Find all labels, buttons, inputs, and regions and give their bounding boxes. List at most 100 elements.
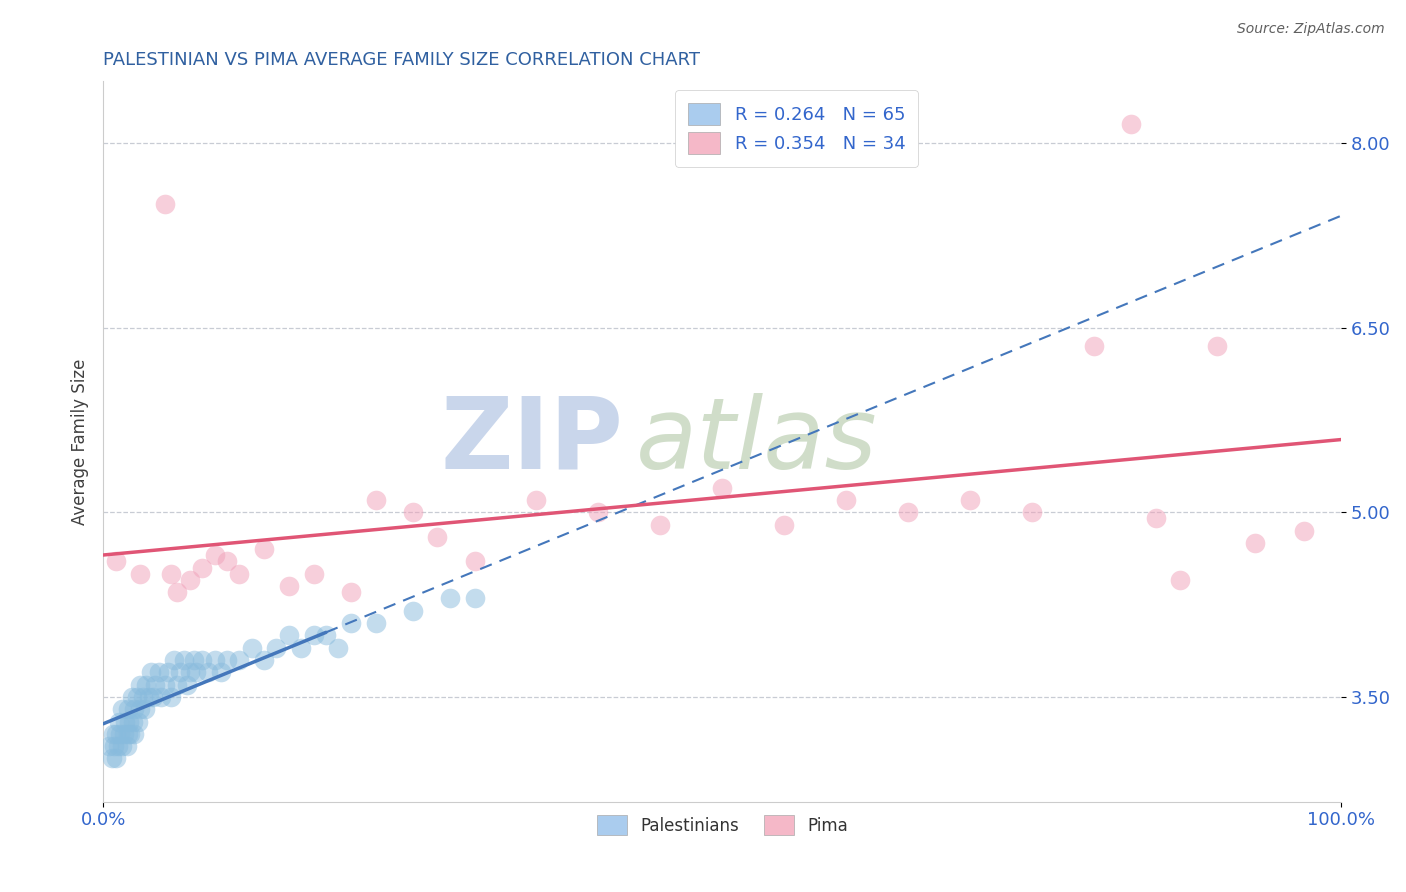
- Point: [163, 653, 186, 667]
- Point: [103, 739, 125, 754]
- Point: [153, 678, 176, 692]
- Point: [143, 678, 166, 692]
- Point: [650, 517, 672, 532]
- Point: [204, 549, 226, 563]
- Point: [156, 665, 179, 680]
- Point: [129, 566, 152, 581]
- Point: [179, 573, 201, 587]
- Point: [1119, 118, 1142, 132]
- Point: [1144, 511, 1167, 525]
- Point: [117, 727, 139, 741]
- Point: [1206, 339, 1229, 353]
- Point: [402, 505, 425, 519]
- Point: [253, 542, 276, 557]
- Point: [959, 492, 981, 507]
- Point: [114, 714, 136, 729]
- Point: [209, 665, 232, 680]
- Point: [141, 665, 163, 680]
- Point: [121, 690, 143, 704]
- Point: [464, 591, 486, 606]
- Point: [302, 566, 325, 581]
- Point: [111, 739, 134, 754]
- Y-axis label: Average Family Size: Average Family Size: [72, 359, 89, 524]
- Point: [176, 678, 198, 692]
- Point: [134, 702, 156, 716]
- Point: [166, 585, 188, 599]
- Point: [302, 628, 325, 642]
- Point: [191, 653, 214, 667]
- Point: [104, 727, 127, 741]
- Point: [101, 727, 124, 741]
- Point: [204, 653, 226, 667]
- Point: [240, 640, 263, 655]
- Point: [197, 665, 219, 680]
- Point: [129, 678, 152, 692]
- Point: [166, 678, 188, 692]
- Point: [402, 604, 425, 618]
- Text: ZIP: ZIP: [440, 393, 623, 490]
- Point: [148, 665, 170, 680]
- Point: [142, 690, 165, 704]
- Point: [150, 690, 173, 704]
- Point: [111, 702, 134, 716]
- Point: [110, 727, 132, 741]
- Point: [132, 690, 155, 704]
- Point: [773, 517, 796, 532]
- Point: [439, 591, 461, 606]
- Point: [160, 690, 183, 704]
- Point: [277, 628, 299, 642]
- Point: [183, 653, 205, 667]
- Point: [328, 640, 350, 655]
- Point: [277, 579, 299, 593]
- Point: [1168, 573, 1191, 587]
- Point: [711, 481, 734, 495]
- Text: PALESTINIAN VS PIMA AVERAGE FAMILY SIZE CORRELATION CHART: PALESTINIAN VS PIMA AVERAGE FAMILY SIZE …: [103, 51, 700, 69]
- Point: [117, 702, 139, 716]
- Point: [104, 751, 127, 765]
- Point: [339, 585, 361, 599]
- Point: [228, 653, 250, 667]
- Point: [118, 714, 141, 729]
- Legend: Palestinians, Pima: Palestinians, Pima: [588, 806, 856, 844]
- Point: [121, 714, 143, 729]
- Point: [184, 665, 207, 680]
- Point: [228, 566, 250, 581]
- Point: [125, 690, 148, 704]
- Point: [1021, 505, 1043, 519]
- Point: [253, 653, 276, 667]
- Point: [588, 505, 610, 519]
- Point: [426, 530, 449, 544]
- Point: [153, 197, 176, 211]
- Point: [104, 554, 127, 568]
- Point: [122, 702, 145, 716]
- Point: [1243, 536, 1265, 550]
- Point: [215, 653, 238, 667]
- Text: atlas: atlas: [636, 393, 877, 490]
- Point: [108, 714, 131, 729]
- Point: [98, 739, 121, 754]
- Point: [173, 653, 195, 667]
- Point: [266, 640, 288, 655]
- Point: [364, 615, 387, 630]
- Point: [120, 727, 142, 741]
- Point: [215, 554, 238, 568]
- Point: [169, 665, 191, 680]
- Point: [191, 560, 214, 574]
- Point: [364, 492, 387, 507]
- Point: [101, 751, 124, 765]
- Point: [122, 727, 145, 741]
- Point: [290, 640, 312, 655]
- Point: [897, 505, 920, 519]
- Point: [179, 665, 201, 680]
- Point: [315, 628, 337, 642]
- Point: [160, 566, 183, 581]
- Point: [127, 714, 149, 729]
- Point: [464, 554, 486, 568]
- Point: [526, 492, 548, 507]
- Point: [1083, 339, 1105, 353]
- Point: [1294, 524, 1316, 538]
- Point: [339, 615, 361, 630]
- Point: [835, 492, 858, 507]
- Point: [115, 739, 138, 754]
- Point: [135, 678, 157, 692]
